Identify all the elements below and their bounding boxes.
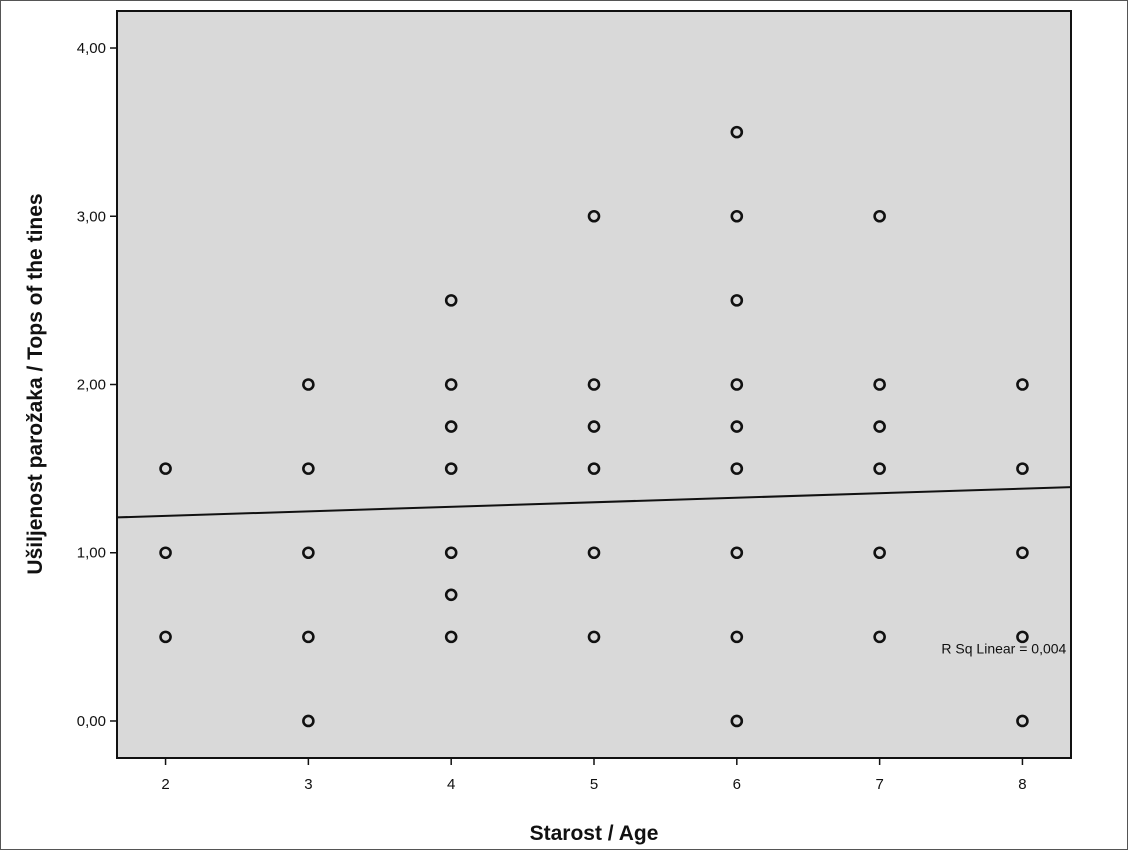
data-point <box>302 714 315 728</box>
data-point <box>730 462 744 475</box>
x-tick-label: 7 <box>875 776 883 793</box>
data-point <box>444 420 458 433</box>
data-point <box>302 378 315 391</box>
data-point <box>302 546 315 560</box>
y-tick-label: 4,00 <box>77 40 106 57</box>
y-tick-label: 1,00 <box>77 545 106 562</box>
data-point <box>730 125 744 139</box>
data-point <box>730 378 744 391</box>
data-point <box>873 209 886 223</box>
data-point <box>1016 546 1029 560</box>
data-point <box>1016 378 1029 391</box>
y-axis-title: Ušiljenost parožaka / Tops of the tines <box>24 193 47 574</box>
y-tick-label: 2,00 <box>77 377 106 394</box>
data-point <box>444 378 458 391</box>
data-point <box>730 420 744 433</box>
data-point <box>730 294 744 307</box>
data-point <box>1016 714 1029 728</box>
x-tick-label: 8 <box>1018 776 1026 793</box>
data-point <box>302 630 315 644</box>
data-point <box>730 209 744 223</box>
plot-area <box>116 10 1072 759</box>
data-point <box>587 546 601 560</box>
x-tick-label: 3 <box>304 776 312 793</box>
data-point <box>444 630 458 644</box>
data-point <box>159 462 172 475</box>
data-point <box>302 462 315 475</box>
data-point <box>730 630 744 644</box>
y-axis: 0,00 1,00 2,00 3,00 4,00 <box>77 40 117 730</box>
data-point <box>873 462 886 475</box>
data-point <box>730 546 744 560</box>
fit-line-layer <box>116 486 1072 519</box>
fit-line <box>116 486 1072 519</box>
data-point <box>159 630 172 644</box>
data-point <box>873 546 886 560</box>
x-tick-label: 6 <box>733 776 741 793</box>
x-tick-label: 4 <box>447 776 455 793</box>
x-tick-label: 5 <box>590 776 598 793</box>
data-point <box>587 378 601 391</box>
x-tick-label: 2 <box>161 776 169 793</box>
annotation-layer: R Sq Linear = 0,004 <box>941 641 1066 657</box>
r-squared-annotation: R Sq Linear = 0,004 <box>941 641 1066 657</box>
data-point <box>730 714 744 728</box>
data-point <box>1016 462 1029 475</box>
data-point <box>873 378 886 391</box>
data-point <box>587 630 601 644</box>
data-point <box>587 420 601 433</box>
data-point <box>159 546 172 560</box>
y-tick-label: 0,00 <box>77 713 106 730</box>
y-tick-label: 3,00 <box>77 208 106 225</box>
data-point <box>587 209 601 223</box>
data-point <box>444 546 458 560</box>
x-axis: 2 3 4 5 6 7 8 <box>161 758 1027 793</box>
data-point <box>444 588 458 602</box>
data-point <box>444 462 458 475</box>
data-point <box>873 630 886 644</box>
points-layer <box>159 125 1029 728</box>
data-point <box>873 420 886 433</box>
data-point <box>1016 630 1029 644</box>
data-point <box>444 294 458 307</box>
x-axis-title: Starost / Age <box>530 822 659 845</box>
data-point <box>587 462 601 475</box>
